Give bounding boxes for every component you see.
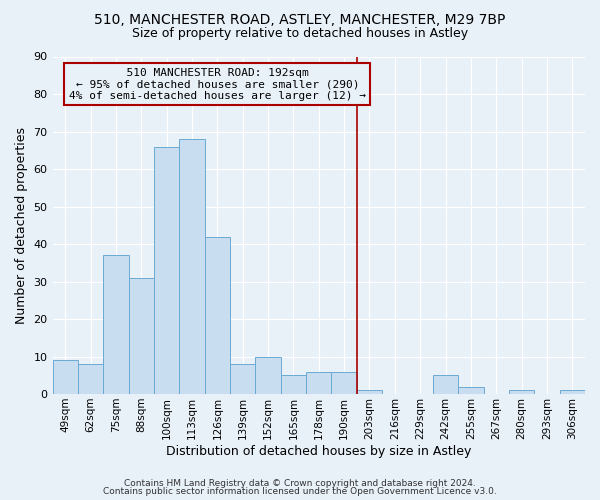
Bar [458, 386, 484, 394]
Bar [433, 376, 458, 394]
Y-axis label: Number of detached properties: Number of detached properties [15, 127, 28, 324]
Bar [256, 356, 281, 394]
Bar [53, 360, 78, 394]
Text: 510 MANCHESTER ROAD: 192sqm  
← 95% of detached houses are smaller (290)
4% of s: 510 MANCHESTER ROAD: 192sqm ← 95% of det… [69, 68, 366, 101]
Bar [128, 278, 154, 394]
Text: Size of property relative to detached houses in Astley: Size of property relative to detached ho… [132, 28, 468, 40]
Bar [281, 376, 306, 394]
Bar [205, 236, 230, 394]
Bar [560, 390, 585, 394]
Bar [306, 372, 331, 394]
Bar [357, 390, 382, 394]
Bar [179, 139, 205, 394]
Bar [154, 146, 179, 394]
Bar [78, 364, 103, 394]
Text: 510, MANCHESTER ROAD, ASTLEY, MANCHESTER, M29 7BP: 510, MANCHESTER ROAD, ASTLEY, MANCHESTER… [94, 12, 506, 26]
Bar [331, 372, 357, 394]
Text: Contains HM Land Registry data © Crown copyright and database right 2024.: Contains HM Land Registry data © Crown c… [124, 478, 476, 488]
X-axis label: Distribution of detached houses by size in Astley: Distribution of detached houses by size … [166, 444, 472, 458]
Bar [509, 390, 534, 394]
Text: Contains public sector information licensed under the Open Government Licence v3: Contains public sector information licen… [103, 487, 497, 496]
Bar [103, 256, 128, 394]
Bar [230, 364, 256, 394]
